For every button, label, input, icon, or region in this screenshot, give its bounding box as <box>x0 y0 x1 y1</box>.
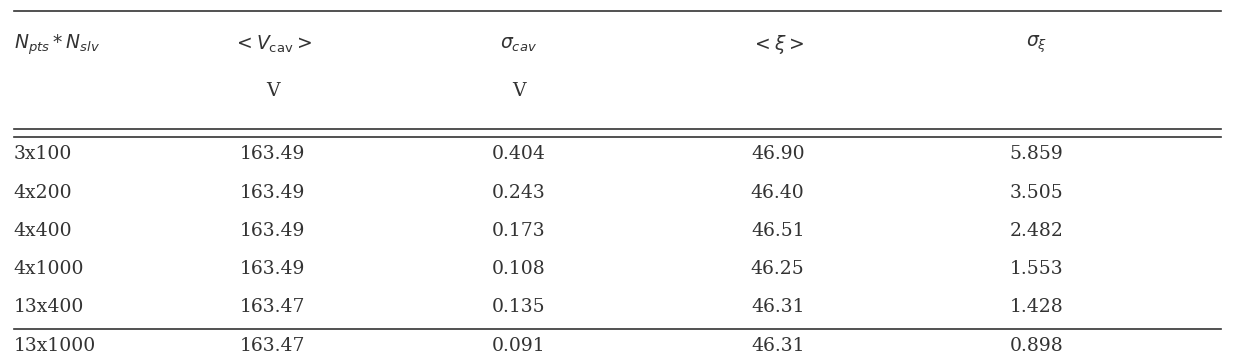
Text: 5.859: 5.859 <box>1009 145 1063 164</box>
Text: 46.31: 46.31 <box>751 337 804 354</box>
Text: 163.49: 163.49 <box>240 222 305 240</box>
Text: 1.428: 1.428 <box>1009 298 1063 316</box>
Text: $< \xi >$: $< \xi >$ <box>751 33 804 56</box>
Text: 163.49: 163.49 <box>240 260 305 278</box>
Text: $\sigma_{\xi}$: $\sigma_{\xi}$ <box>1026 34 1047 55</box>
Text: 13x400: 13x400 <box>14 298 84 316</box>
Text: 4x1000: 4x1000 <box>14 260 84 278</box>
Text: 0.135: 0.135 <box>492 298 546 316</box>
Text: V: V <box>266 82 279 100</box>
Text: 163.49: 163.49 <box>240 145 305 164</box>
Text: 0.108: 0.108 <box>492 260 546 278</box>
Text: 46.40: 46.40 <box>751 184 804 202</box>
Text: 46.25: 46.25 <box>751 260 804 278</box>
Text: $N_{pts} * N_{slv}$: $N_{pts} * N_{slv}$ <box>14 32 100 57</box>
Text: V: V <box>513 82 526 100</box>
Text: 3x100: 3x100 <box>14 145 72 164</box>
Text: 163.47: 163.47 <box>240 337 305 354</box>
Text: 163.47: 163.47 <box>240 298 305 316</box>
Text: 0.898: 0.898 <box>1009 337 1063 354</box>
Text: 46.51: 46.51 <box>751 222 804 240</box>
Text: 1.553: 1.553 <box>1010 260 1063 278</box>
Text: 4x200: 4x200 <box>14 184 73 202</box>
Text: 163.49: 163.49 <box>240 184 305 202</box>
Text: 46.90: 46.90 <box>751 145 804 164</box>
Text: 0.404: 0.404 <box>492 145 546 164</box>
Text: 4x400: 4x400 <box>14 222 73 240</box>
Text: 3.505: 3.505 <box>1009 184 1063 202</box>
Text: 46.31: 46.31 <box>751 298 804 316</box>
Text: 0.173: 0.173 <box>492 222 546 240</box>
Text: 13x1000: 13x1000 <box>14 337 96 354</box>
Text: $\sigma_{cav}$: $\sigma_{cav}$ <box>500 35 537 54</box>
Text: $< V_{\mathrm{cav}} >$: $< V_{\mathrm{cav}} >$ <box>233 34 312 55</box>
Text: 0.243: 0.243 <box>492 184 546 202</box>
Text: 0.091: 0.091 <box>492 337 546 354</box>
Text: 2.482: 2.482 <box>1009 222 1063 240</box>
